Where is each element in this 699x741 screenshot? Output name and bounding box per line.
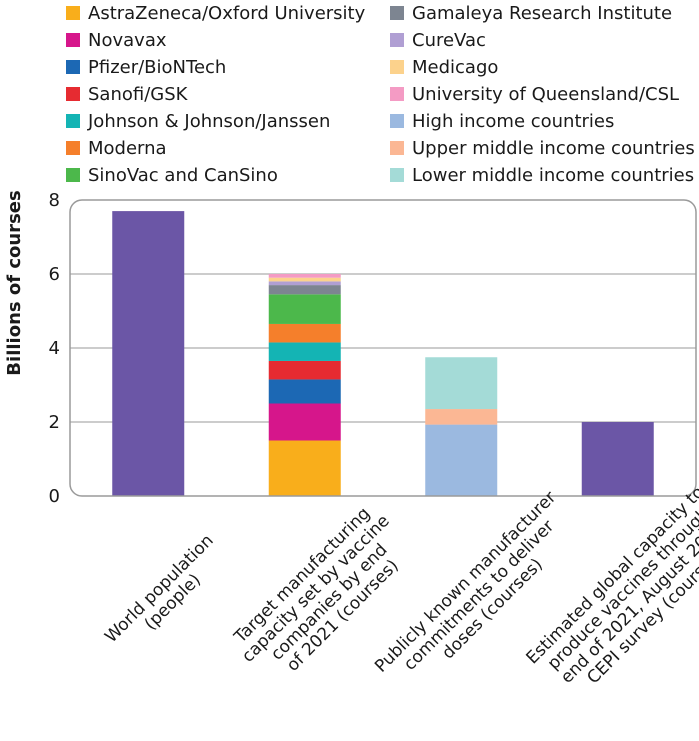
legend-label: AstraZeneca/Oxford University: [88, 3, 366, 24]
bar-segment: [268, 294, 341, 324]
legend-swatch: [66, 141, 80, 155]
legend-label: SinoVac and CanSino: [88, 165, 278, 186]
bar-segment: [268, 440, 341, 496]
legend-swatch: [66, 60, 80, 74]
bar-segment: [268, 403, 341, 441]
legend-swatch: [390, 6, 404, 20]
legend: AstraZeneca/Oxford University Novavax Pfiz…: [66, 3, 695, 186]
bars: [112, 211, 654, 496]
y-tick-label: 8: [49, 190, 60, 211]
x-category-label: World population(people): [101, 531, 231, 661]
legend-item: Medicago: [390, 57, 498, 78]
legend-item: Johnson & Johnson/Janssen: [66, 111, 330, 132]
plot-frame: [69, 199, 697, 497]
legend-label: High income countries: [412, 111, 614, 132]
bar-segment: [268, 360, 341, 380]
bar-segment: [268, 323, 341, 343]
legend-item: Moderna: [66, 138, 167, 159]
legend-item: Upper middle income countries: [390, 138, 695, 159]
y-ticks: 0 2 4 6 8: [49, 190, 60, 507]
legend-swatch: [66, 33, 80, 47]
bar-segment: [268, 285, 341, 295]
legend-item: SinoVac and CanSino: [66, 165, 278, 186]
legend-label: Gamaleya Research Institute: [412, 3, 672, 24]
legend-label: Upper middle income countries: [412, 138, 695, 159]
legend-label: Novavax: [88, 30, 167, 51]
legend-swatch: [66, 168, 80, 182]
legend-swatch: [390, 168, 404, 182]
bar-segment: [268, 277, 341, 282]
bar-segment: [425, 357, 498, 410]
y-tick-label: 6: [49, 264, 60, 285]
legend-item: Novavax: [66, 30, 167, 51]
legend-label: Johnson & Johnson/Janssen: [87, 111, 330, 132]
bar-segment: [268, 379, 341, 404]
legend-item: Sanofi/GSK: [66, 84, 189, 105]
y-tick-label: 4: [49, 338, 60, 359]
legend-item: Gamaleya Research Institute: [390, 3, 672, 24]
legend-swatch: [66, 87, 80, 101]
legend-label: University of Queensland/CSL: [412, 84, 679, 105]
legend-swatch: [66, 6, 80, 20]
legend-label: Moderna: [88, 138, 167, 159]
y-axis-label: Billions of courses: [4, 190, 25, 375]
bar-segment: [268, 342, 341, 361]
legend-swatch: [390, 60, 404, 74]
legend-swatch: [390, 87, 404, 101]
legend-label: CureVac: [412, 30, 486, 51]
legend-label: Sanofi/GSK: [88, 84, 189, 105]
legend-item: High income countries: [390, 111, 614, 132]
x-category-label: Estimated global capacity toproduce vacc…: [523, 483, 699, 709]
legend-swatch: [66, 114, 80, 128]
bar-segment: [112, 211, 185, 496]
bar-segment: [425, 409, 498, 425]
bar-group: [581, 422, 654, 496]
legend-swatch: [390, 114, 404, 128]
bar-group: [268, 274, 341, 496]
legend-swatch: [390, 33, 404, 47]
legend-item: University of Queensland/CSL: [390, 84, 679, 105]
legend-item: AstraZeneca/Oxford University: [66, 3, 366, 24]
y-tick-label: 2: [49, 412, 60, 433]
legend-item: Lower middle income countries: [390, 165, 694, 186]
legend-label: Medicago: [412, 57, 498, 78]
x-labels: World population(people) Target manufactu…: [101, 483, 699, 709]
bar-segment: [425, 424, 498, 496]
legend-label: Pfizer/BioNTech: [88, 57, 226, 78]
bar-group: [112, 211, 185, 496]
legend-label: Lower middle income countries: [412, 165, 694, 186]
y-tick-label: 0: [49, 486, 60, 507]
bar-group: [425, 357, 498, 496]
bar-segment: [581, 422, 654, 496]
legend-item: Pfizer/BioNTech: [66, 57, 226, 78]
bar-segment: [268, 281, 341, 286]
legend-item: CureVac: [390, 30, 486, 51]
bar-segment: [268, 274, 341, 278]
legend-swatch: [390, 141, 404, 155]
